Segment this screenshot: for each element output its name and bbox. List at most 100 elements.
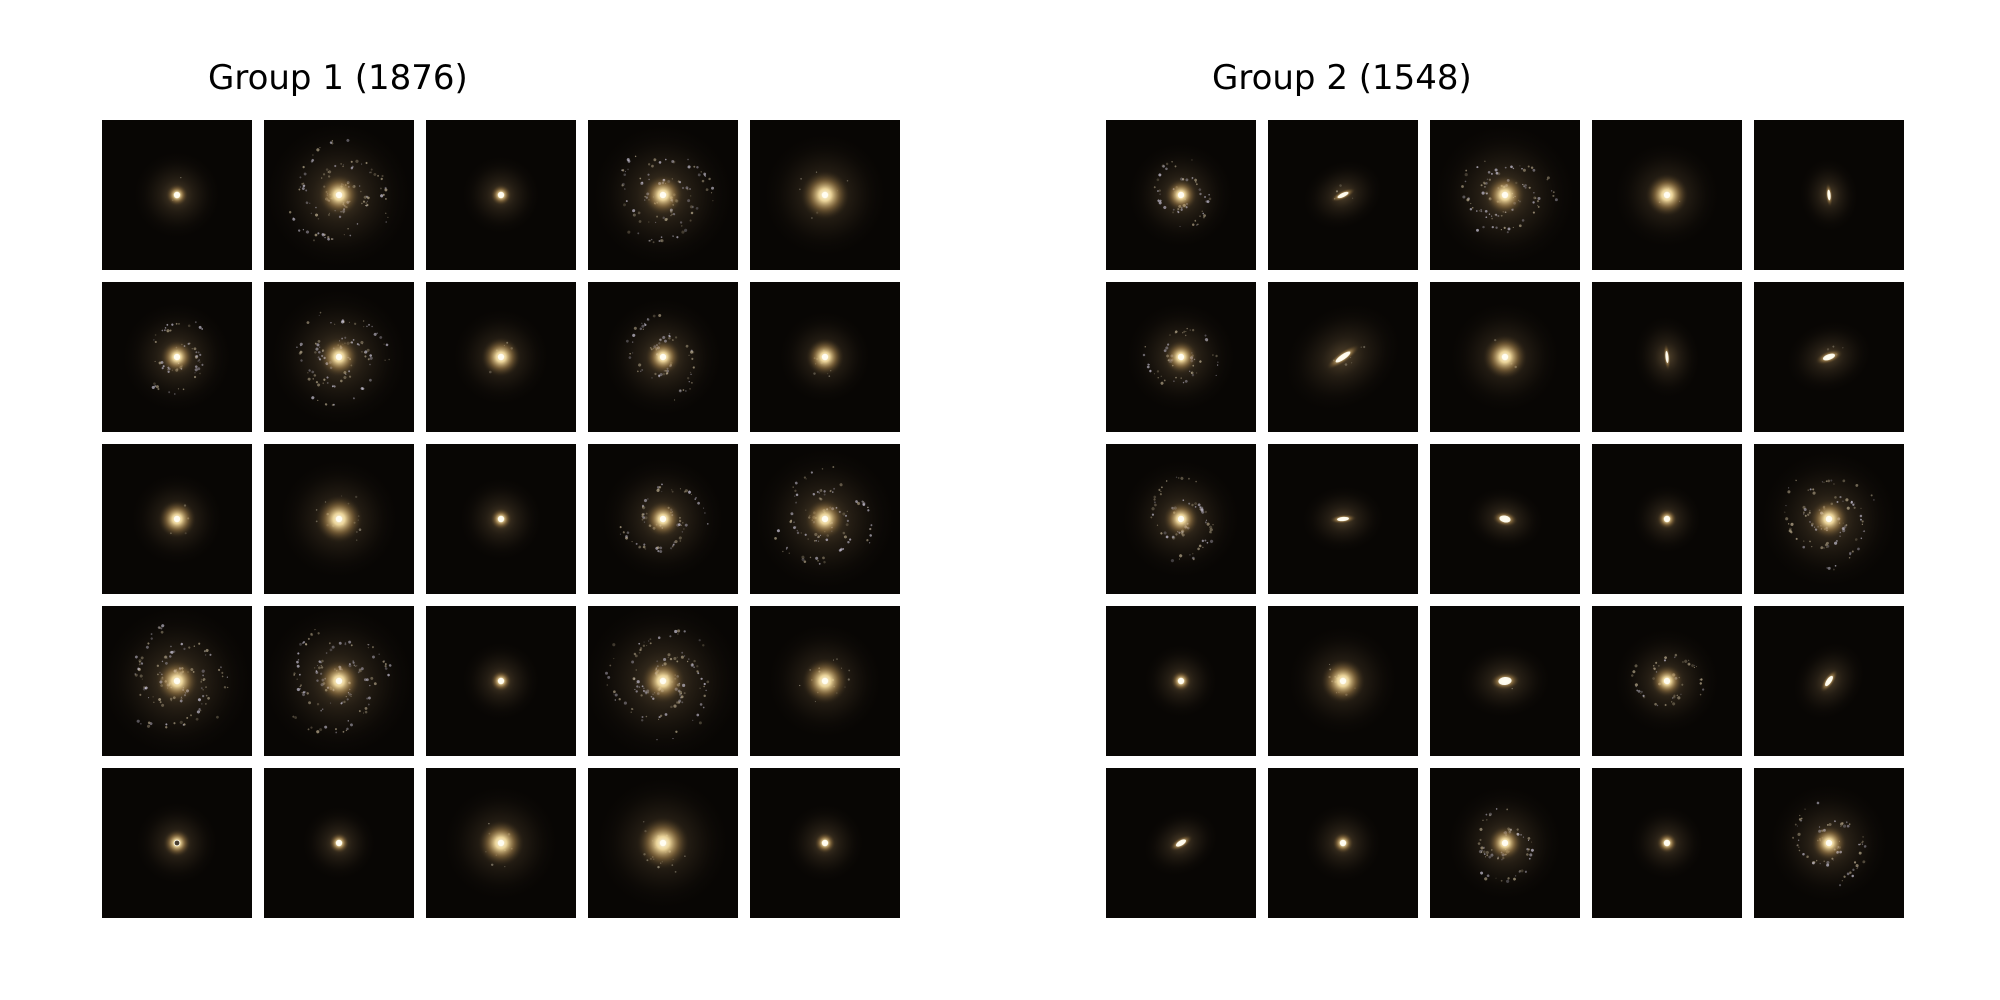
galaxy-image <box>750 768 900 918</box>
galaxy-thumbnail <box>1268 606 1418 756</box>
galaxy-image <box>1592 282 1742 432</box>
galaxy-image <box>264 120 414 270</box>
galaxy-image <box>426 444 576 594</box>
galaxy-image <box>588 768 738 918</box>
galaxy-thumbnail <box>750 282 900 432</box>
galaxy-thumbnail <box>1592 444 1742 594</box>
galaxy-grid <box>1106 120 1911 918</box>
galaxy-thumbnail <box>102 768 252 918</box>
galaxy-image <box>1754 768 1904 918</box>
galaxy-thumbnail <box>1106 120 1256 270</box>
galaxy-thumbnail <box>264 120 414 270</box>
galaxy-thumbnail <box>750 120 900 270</box>
galaxy-thumbnail <box>1592 606 1742 756</box>
galaxy-thumbnail <box>750 768 900 918</box>
galaxy-image <box>588 606 738 756</box>
galaxy-thumbnail <box>588 282 738 432</box>
galaxy-image <box>426 606 576 756</box>
galaxy-image <box>102 120 252 270</box>
galaxy-thumbnail <box>1106 606 1256 756</box>
galaxy-image <box>750 120 900 270</box>
galaxy-image <box>588 444 738 594</box>
galaxy-image <box>1268 282 1418 432</box>
galaxy-thumbnail <box>426 444 576 594</box>
galaxy-image <box>750 282 900 432</box>
galaxy-thumbnail <box>102 282 252 432</box>
galaxy-thumbnail <box>1754 282 1904 432</box>
galaxy-image <box>102 444 252 594</box>
galaxy-image <box>264 768 414 918</box>
galaxy-grid <box>102 120 907 918</box>
galaxy-thumbnail <box>1430 606 1580 756</box>
galaxy-image <box>1106 606 1256 756</box>
galaxy-thumbnail <box>588 444 738 594</box>
galaxy-image <box>264 444 414 594</box>
galaxy-thumbnail <box>1106 444 1256 594</box>
galaxy-image <box>1430 444 1580 594</box>
galaxy-image <box>1430 282 1580 432</box>
galaxy-thumbnail <box>426 120 576 270</box>
galaxy-image <box>750 444 900 594</box>
galaxy-image <box>588 120 738 270</box>
galaxy-thumbnail <box>1268 444 1418 594</box>
galaxy-thumbnail <box>1592 282 1742 432</box>
galaxy-image <box>1754 606 1904 756</box>
galaxy-image <box>102 768 252 918</box>
galaxy-thumbnail <box>750 606 900 756</box>
galaxy-image <box>1592 606 1742 756</box>
galaxy-image <box>1430 768 1580 918</box>
galaxy-thumbnail <box>750 444 900 594</box>
galaxy-image <box>1106 120 1256 270</box>
galaxy-thumbnail <box>1268 768 1418 918</box>
galaxy-thumbnail <box>1430 282 1580 432</box>
galaxy-image <box>1268 606 1418 756</box>
galaxy-image <box>1106 444 1256 594</box>
galaxy-image <box>1592 120 1742 270</box>
galaxy-thumbnail <box>102 606 252 756</box>
group-title: Group 2 (1548) <box>1212 58 1472 98</box>
galaxy-image <box>1430 120 1580 270</box>
galaxy-thumbnail <box>588 768 738 918</box>
galaxy-thumbnail <box>264 768 414 918</box>
galaxy-image <box>426 282 576 432</box>
galaxy-thumbnail <box>102 120 252 270</box>
galaxy-image <box>1268 120 1418 270</box>
galaxy-image <box>426 768 576 918</box>
galaxy-image <box>1592 444 1742 594</box>
galaxy-image <box>102 606 252 756</box>
galaxy-image <box>264 606 414 756</box>
galaxy-image <box>1268 768 1418 918</box>
galaxy-thumbnail <box>426 282 576 432</box>
galaxy-image <box>1106 282 1256 432</box>
galaxy-image <box>588 282 738 432</box>
galaxy-thumbnail <box>588 120 738 270</box>
galaxy-image <box>1754 120 1904 270</box>
galaxy-image <box>1754 444 1904 594</box>
galaxy-image <box>1430 606 1580 756</box>
galaxy-thumbnail <box>426 768 576 918</box>
galaxy-thumbnail <box>264 282 414 432</box>
galaxy-thumbnail <box>1106 768 1256 918</box>
galaxy-image <box>1268 444 1418 594</box>
group-title: Group 1 (1876) <box>208 58 468 98</box>
galaxy-thumbnail <box>1430 120 1580 270</box>
galaxy-image <box>1754 282 1904 432</box>
galaxy-thumbnail <box>1268 120 1418 270</box>
galaxy-thumbnail <box>426 606 576 756</box>
galaxy-thumbnail <box>1430 768 1580 918</box>
galaxy-thumbnail <box>1754 444 1904 594</box>
galaxy-image <box>1592 768 1742 918</box>
galaxy-image <box>1106 768 1256 918</box>
galaxy-thumbnail <box>264 444 414 594</box>
galaxy-thumbnail <box>1754 120 1904 270</box>
galaxy-thumbnail <box>1754 606 1904 756</box>
galaxy-thumbnail <box>102 444 252 594</box>
galaxy-thumbnail <box>1106 282 1256 432</box>
galaxy-thumbnail <box>264 606 414 756</box>
galaxy-thumbnail <box>1268 282 1418 432</box>
galaxy-image <box>264 282 414 432</box>
galaxy-image <box>102 282 252 432</box>
galaxy-thumbnail <box>1592 120 1742 270</box>
galaxy-image <box>750 606 900 756</box>
galaxy-thumbnail <box>1592 768 1742 918</box>
